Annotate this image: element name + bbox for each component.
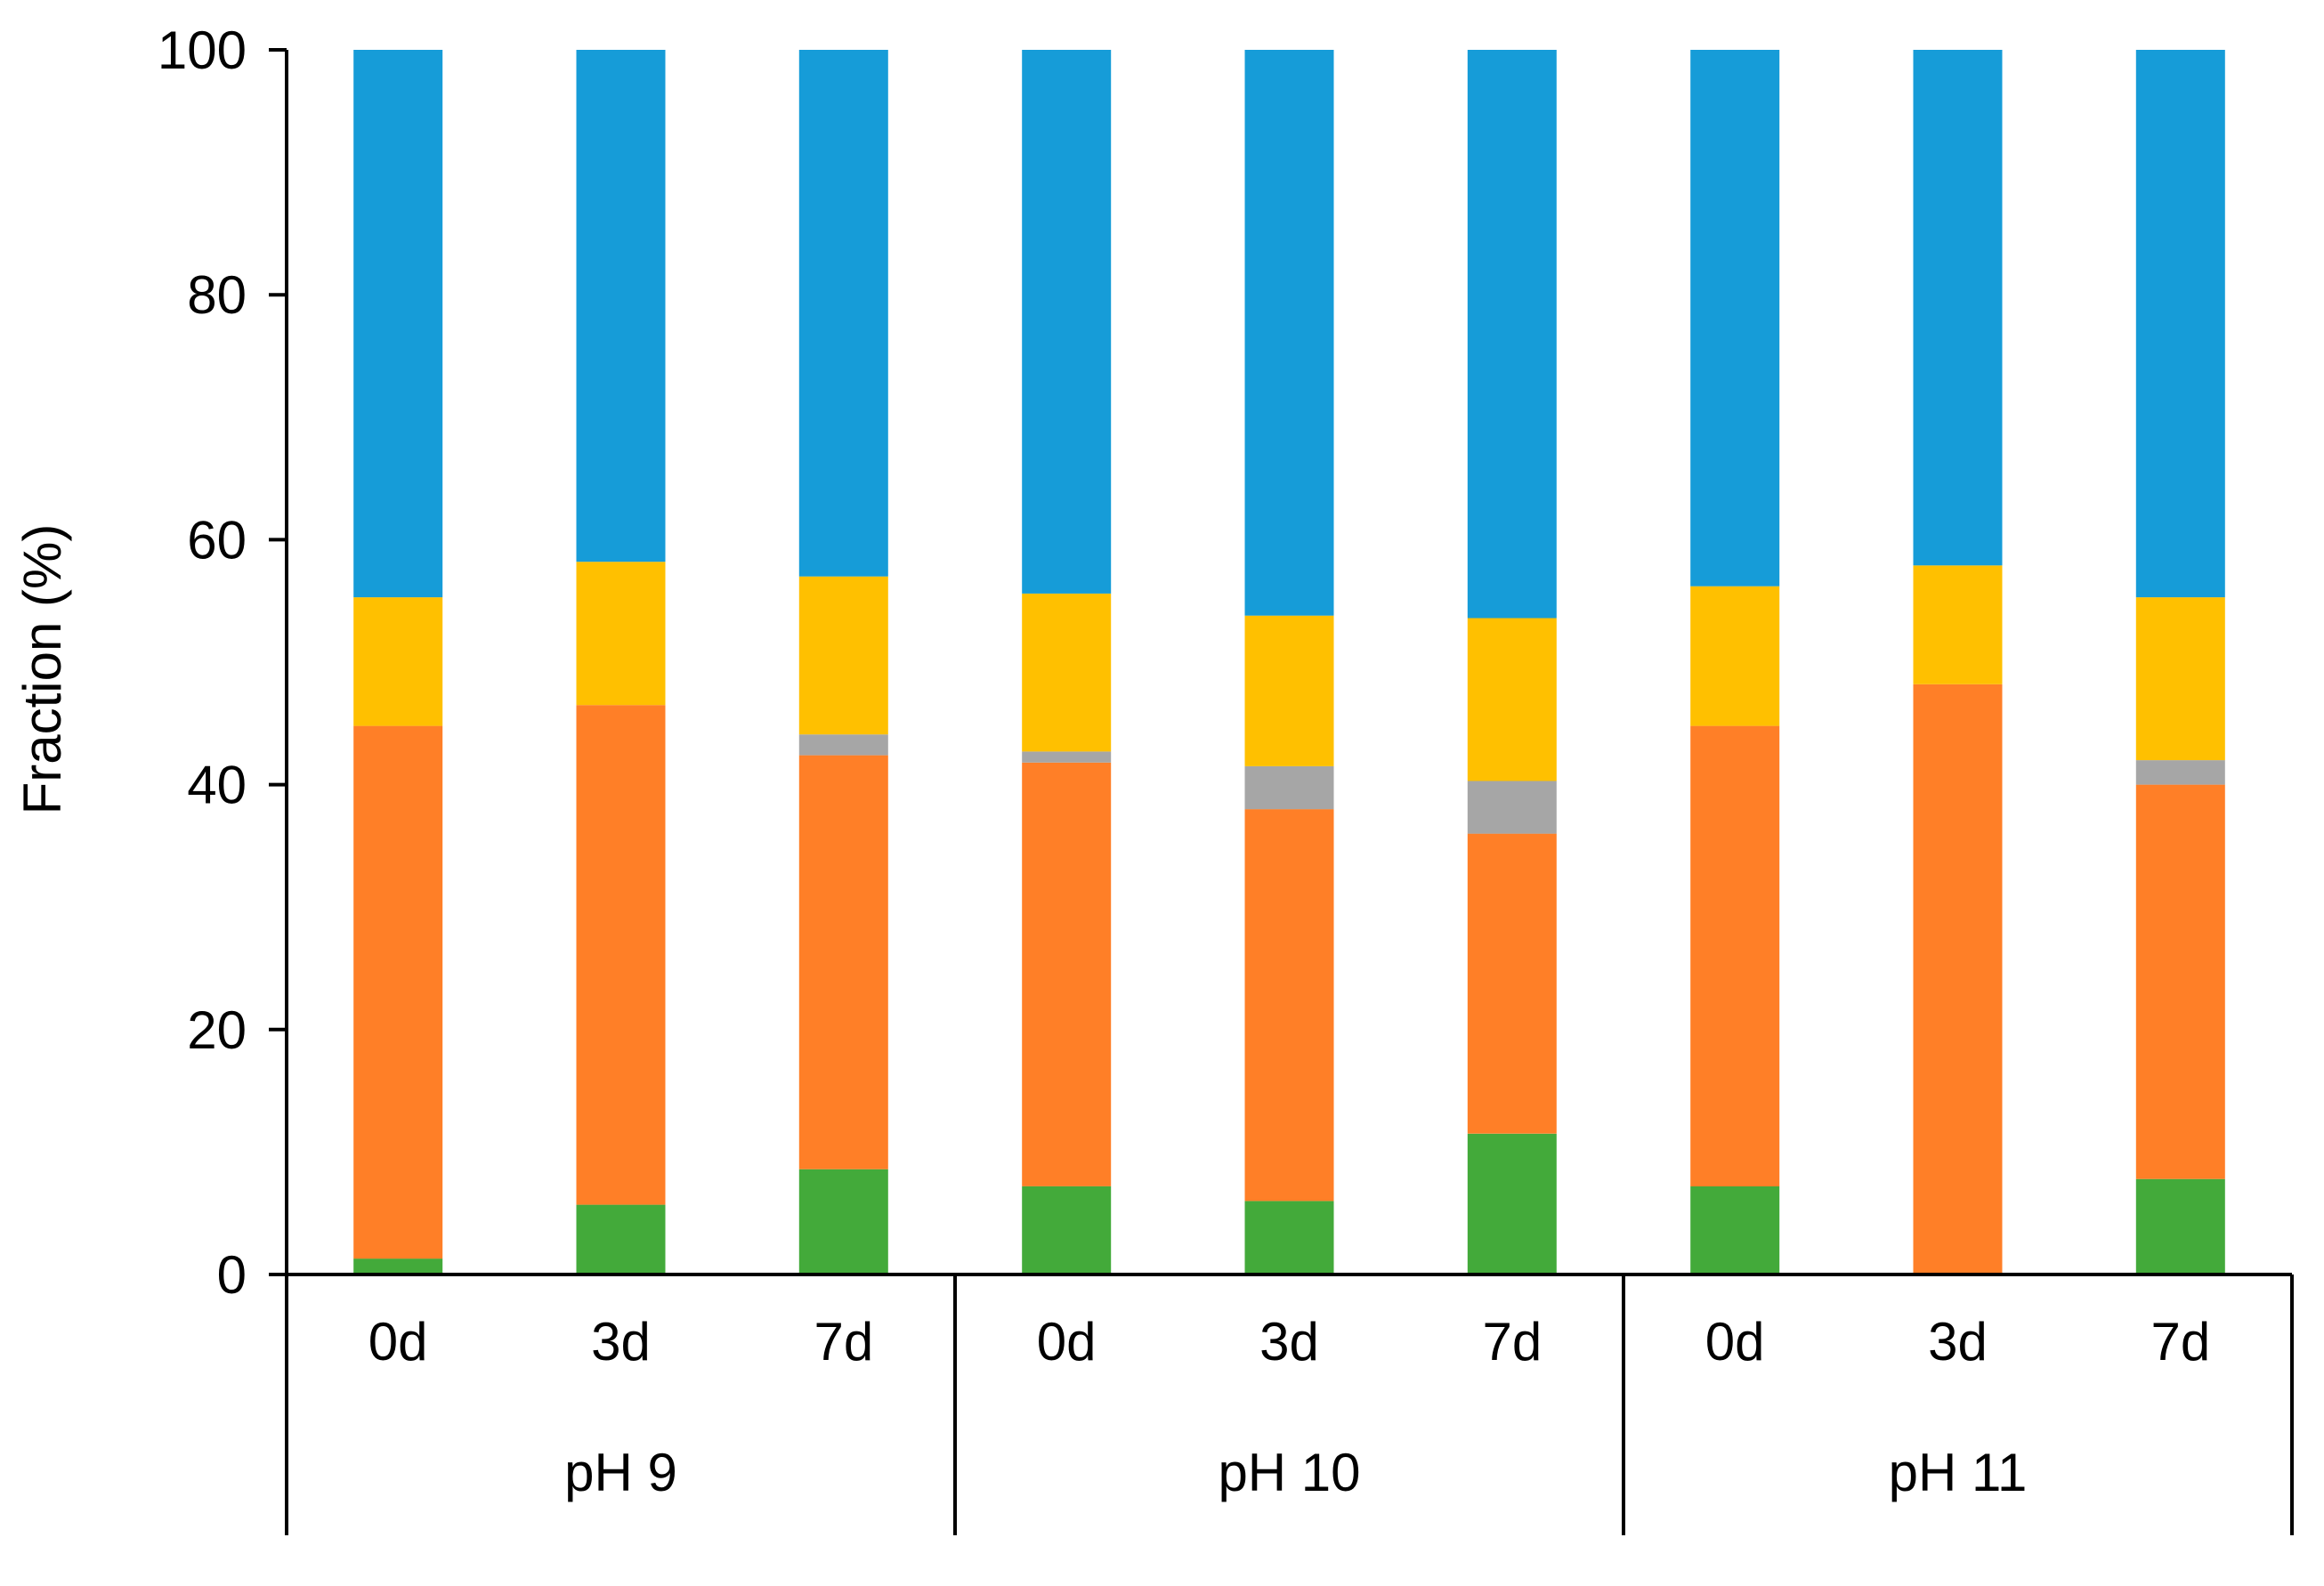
y-tick-label-40: 40 xyxy=(187,756,247,815)
x-tick-label-ph9-3d: 3d xyxy=(591,1312,651,1372)
bar-yellow-ph9-7d xyxy=(798,576,888,735)
group-label-ph10: pH 10 xyxy=(1218,1443,1360,1502)
bar-gray-ph10-7d xyxy=(1467,781,1557,834)
bar-yellow-ph10-7d xyxy=(1467,618,1557,781)
bar-blue-ph9-7d xyxy=(798,50,888,577)
bar-yellow-ph11-0d xyxy=(1690,586,1780,726)
bar-orange-ph11-0d xyxy=(1690,725,1780,1186)
y-tick-label-80: 80 xyxy=(187,265,247,325)
bar-green-ph10-0d xyxy=(1022,1185,1112,1274)
bar-orange-ph10-3d xyxy=(1244,809,1334,1202)
y-tick-label-60: 60 xyxy=(187,510,247,570)
x-tick-label-ph11-7d: 7d xyxy=(2150,1312,2210,1372)
y-tick-label-100: 100 xyxy=(158,20,247,80)
group-label-ph11: pH 11 xyxy=(1889,1443,2028,1502)
bar-gray-ph11-7d xyxy=(2135,760,2225,785)
bar-yellow-ph10-0d xyxy=(1022,593,1112,752)
bar-blue-ph9-3d xyxy=(576,50,666,562)
bar-blue-ph9-0d xyxy=(353,50,443,598)
bar-blue-ph11-7d xyxy=(2135,50,2225,598)
bar-yellow-ph11-7d xyxy=(2135,597,2225,761)
y-axis-title: Fraction (%) xyxy=(12,524,72,815)
bar-green-ph11-7d xyxy=(2135,1178,2225,1274)
bar-yellow-ph9-3d xyxy=(576,562,666,706)
bar-gray-ph10-0d xyxy=(1022,751,1112,763)
bar-blue-ph10-7d xyxy=(1467,50,1557,619)
bar-yellow-ph9-0d xyxy=(353,597,443,726)
bar-green-ph9-0d xyxy=(353,1258,443,1274)
bar-green-ph9-7d xyxy=(798,1169,888,1274)
axes-layer xyxy=(269,48,2294,1535)
bars-layer xyxy=(353,50,2225,1274)
bar-yellow-ph11-3d xyxy=(1913,565,2003,684)
bar-gray-ph9-7d xyxy=(798,734,888,756)
bar-blue-ph11-0d xyxy=(1690,50,1780,587)
bar-orange-ph11-3d xyxy=(1913,684,2003,1274)
labels-layer: 0 20 40 60 80 100 0d 3d 7d 0d 3d 7d 0d 3d 7d pH 9 pH 10 p… xyxy=(158,20,2210,1502)
bar-orange-ph11-7d xyxy=(2135,784,2225,1179)
bar-orange-ph9-7d xyxy=(798,755,888,1169)
x-tick-label-ph9-0d: 0d xyxy=(368,1312,428,1372)
bar-orange-ph9-0d xyxy=(353,725,443,1259)
x-tick-label-ph10-0d: 0d xyxy=(1037,1312,1097,1372)
bar-blue-ph11-3d xyxy=(1913,50,2003,566)
bar-yellow-ph10-3d xyxy=(1244,615,1334,766)
bar-orange-ph10-7d xyxy=(1467,833,1557,1134)
x-tick-label-ph10-3d: 3d xyxy=(1259,1312,1319,1372)
x-tick-label-ph11-0d: 0d xyxy=(1705,1312,1765,1372)
y-tick-label-20: 20 xyxy=(187,1000,247,1060)
bar-blue-ph10-3d xyxy=(1244,50,1334,616)
x-tick-label-ph9-7d: 7d xyxy=(814,1312,873,1372)
bar-green-ph11-0d xyxy=(1690,1185,1780,1274)
bar-orange-ph9-3d xyxy=(576,705,666,1205)
bar-orange-ph10-0d xyxy=(1022,762,1112,1186)
bar-green-ph10-3d xyxy=(1244,1201,1334,1274)
bar-gray-ph10-3d xyxy=(1244,766,1334,810)
x-tick-label-ph11-3d: 3d xyxy=(1928,1312,1988,1372)
bar-green-ph9-3d xyxy=(576,1204,666,1274)
bar-blue-ph10-0d xyxy=(1022,50,1112,594)
x-tick-label-ph10-7d: 7d xyxy=(1482,1312,1542,1372)
group-label-ph9: pH 9 xyxy=(564,1443,677,1502)
y-tick-label-0: 0 xyxy=(217,1245,247,1305)
bar-green-ph10-7d xyxy=(1467,1133,1557,1274)
